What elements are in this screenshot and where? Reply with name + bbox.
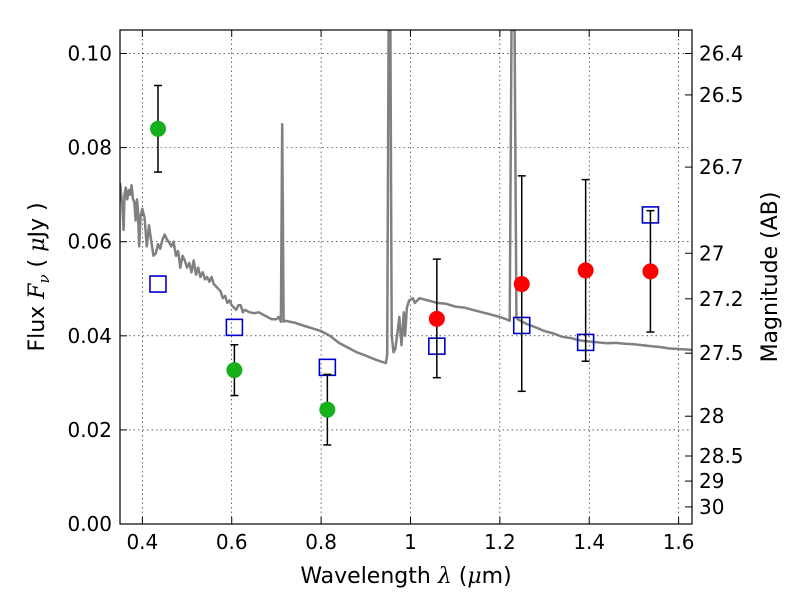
plot-frame [119,29,693,525]
y2-tick-label: 26.7 [699,155,744,179]
model-photometry-box [318,358,337,377]
y2-tick-label: 27.5 [699,341,744,365]
y-tick-label: 0.00 [67,512,112,536]
axis-ticks: 0.4 0.6 0.8 1 1.2 1.4 1.6 0.00 0.02 0.04 0.06 0.08 0… [67,30,744,554]
x-tick-label: 1.6 [663,530,695,554]
y-tick-label: 0.10 [67,42,112,66]
model-photometry-box [149,275,167,293]
y-tick-label: 0.02 [67,418,112,442]
x-tick-label: 1.4 [573,530,605,554]
y2-tick-label: 27 [699,241,724,265]
x-tick-label: 0.8 [305,530,337,554]
y2-tick-label: 26.4 [699,41,744,65]
y2-tick-label: 28.5 [699,444,744,468]
green-data-point [319,401,336,418]
y2-tick-label: 26.5 [699,83,744,107]
y-tick-label: 0.04 [67,324,112,348]
data-series [120,30,692,365]
y-tick-label: 0.06 [67,230,112,254]
y2-tick-label: 29 [699,469,724,493]
model-photometry-box [225,318,244,337]
x-tick-label: 1.2 [484,530,516,554]
red-data-point [577,262,594,279]
y2-axis-label: Magnitude (AB) [758,192,783,363]
y2-tick-label: 30 [699,495,724,519]
x-tick-label: 0.4 [126,530,158,554]
model-spectrum-line [120,30,692,365]
green-data-point [226,362,243,379]
y2-tick-label: 27.2 [699,287,744,311]
red-data-point [642,263,659,280]
data-markers [149,84,660,446]
y-tick-label: 0.08 [67,136,112,160]
x-tick-label: 1 [404,530,417,554]
x-axis-label: Wavelength λ (μm) [300,564,511,589]
x-tick-label: 0.6 [216,530,248,554]
y-axis-label: Flux Fν ( μJy ) [25,202,53,351]
red-data-point [428,310,445,327]
red-data-point [513,276,530,293]
green-data-point [149,120,166,137]
y2-tick-label: 28 [699,404,724,428]
